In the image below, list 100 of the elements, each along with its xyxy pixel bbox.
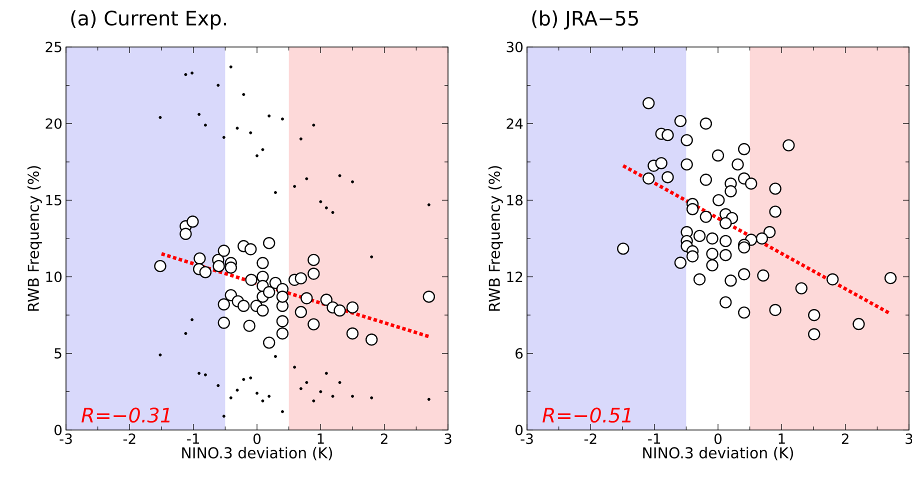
point (268, 114, 271, 118)
point (280, 410, 284, 414)
point (198, 112, 201, 116)
point (617, 242, 630, 255)
chart-title: (b) JRA−55 (532, 10, 638, 30)
point (249, 131, 252, 134)
point (319, 200, 322, 204)
point (756, 232, 768, 245)
point (757, 269, 770, 282)
point (224, 262, 237, 274)
x-tick-label: -1 (187, 434, 200, 444)
point (427, 398, 430, 401)
point (370, 396, 374, 400)
x-tick-label: 2 (842, 434, 848, 444)
point (158, 353, 162, 356)
point (769, 304, 782, 316)
point (190, 318, 194, 322)
point (331, 210, 334, 214)
annotation: R=−0.51 (542, 408, 631, 423)
point (346, 327, 359, 340)
point (294, 272, 308, 284)
point (216, 84, 220, 87)
point (249, 376, 252, 380)
point (769, 182, 782, 195)
point (427, 203, 430, 206)
point (245, 274, 258, 286)
point (852, 318, 865, 330)
point (222, 136, 226, 139)
y-tick-label: 25 (46, 42, 62, 52)
point (180, 228, 192, 240)
y-tick-label: 10 (46, 272, 62, 282)
y-axis-title: RWB Frequency (%) (27, 166, 42, 311)
point (218, 244, 230, 257)
point (194, 252, 206, 265)
point (320, 294, 332, 306)
point (212, 260, 225, 272)
point (238, 300, 250, 312)
point (184, 332, 188, 335)
point (338, 381, 342, 384)
point (274, 191, 277, 194)
point (738, 241, 750, 254)
y-tick-label: 24 (506, 118, 523, 129)
x-tick-label: 1 (778, 434, 785, 444)
point (680, 134, 693, 146)
x-axis-title: NINO.3 deviation (K) (643, 446, 794, 460)
y-tick-label: 30 (506, 42, 523, 52)
y-tick-label: 15 (46, 195, 62, 206)
x-tick-label: -3 (60, 434, 72, 444)
point (280, 118, 284, 120)
point (300, 292, 313, 304)
x-tick-label: 1 (318, 434, 324, 444)
point (261, 148, 264, 152)
point (293, 184, 296, 188)
point (312, 124, 316, 127)
point (324, 372, 328, 375)
point (242, 378, 246, 381)
x-tick-label: -1 (648, 434, 660, 444)
point (308, 268, 320, 280)
y-axis-title: RWB Frequency (%) (488, 166, 503, 311)
point (263, 286, 276, 298)
point (305, 177, 308, 180)
point (261, 399, 264, 402)
point (293, 366, 296, 369)
point (769, 206, 782, 218)
point (795, 282, 808, 294)
point (808, 309, 820, 322)
point (338, 174, 342, 178)
y-tick-label: 20 (46, 118, 62, 129)
y-tick-label: 12 (507, 272, 522, 282)
annotation: R=−0.31 (82, 408, 170, 423)
point (299, 137, 302, 140)
point (351, 180, 354, 184)
point (274, 354, 277, 358)
point (782, 139, 795, 152)
point (745, 178, 758, 190)
point (686, 250, 699, 262)
x-tick-label: -3 (520, 434, 533, 444)
point (276, 290, 289, 303)
point (158, 116, 162, 119)
chart-title: (a) Current Exp. (71, 10, 226, 30)
x-tick-label: -2 (584, 434, 596, 444)
point (198, 372, 201, 375)
point (324, 206, 328, 210)
point (218, 316, 230, 329)
point (186, 216, 199, 228)
point (222, 414, 226, 418)
x-tick-label: 3 (444, 434, 452, 444)
point (884, 272, 897, 284)
point (422, 290, 435, 303)
point (319, 390, 322, 394)
x-tick-label: 0 (714, 434, 722, 444)
x-axis-title: NINO.3 deviation (K) (182, 446, 332, 460)
point (256, 304, 269, 317)
point (190, 72, 194, 75)
point (305, 381, 308, 384)
point (686, 203, 699, 216)
point (236, 126, 239, 130)
x-tick-label: 2 (380, 434, 388, 444)
point (218, 298, 230, 310)
point (662, 171, 674, 184)
